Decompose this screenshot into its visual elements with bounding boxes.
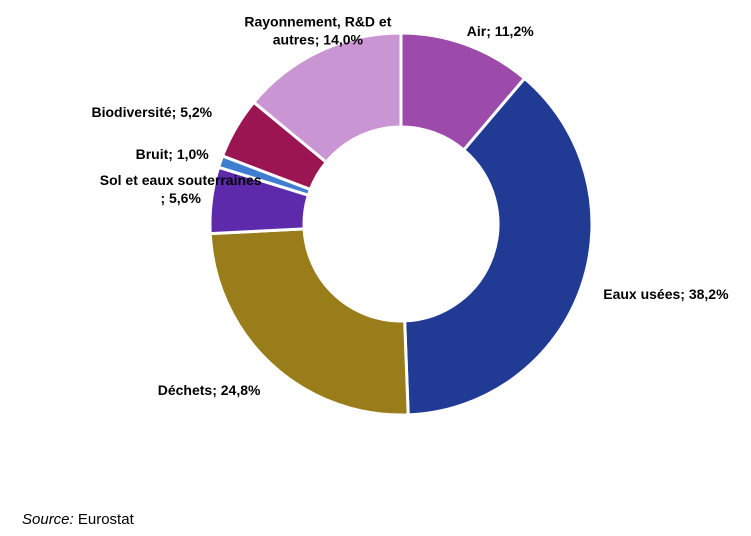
slice-label: Sol et eaux souterraines ; 5,6% <box>100 172 262 206</box>
slice-label-line: Air; 11,2% <box>467 23 534 39</box>
donut-slice <box>251 31 403 165</box>
slice-label-line: Déchets; 24,8% <box>158 382 261 398</box>
slice-label: Eaux usées; 38,2% <box>603 286 729 302</box>
slice-label-line: ; 5,6% <box>160 190 201 206</box>
slice-label: Bruit; 1,0% <box>136 146 210 162</box>
source-note: Source: Eurostat <box>22 511 134 528</box>
slice-label: Air; 11,2% <box>467 23 534 39</box>
slice-label: Déchets; 24,8% <box>158 382 261 398</box>
slice-label-line: Sol et eaux souterraines <box>100 172 262 188</box>
slice-label-line: Rayonnement, R&D et <box>244 13 391 29</box>
slice-label-line: Bruit; 1,0% <box>136 146 210 162</box>
source-text: Eurostat <box>73 511 134 528</box>
source-prefix: Source: <box>22 511 74 528</box>
slice-label-line: Biodiversité; 5,2% <box>92 104 213 120</box>
donut-slice <box>208 227 410 417</box>
slice-labels: Air; 11,2% Eaux usées; 38,2% Déchets; 24,8… <box>92 13 730 397</box>
slice-label: Rayonnement, R&D et autres; 14,0% <box>244 13 391 47</box>
slice-label-line: autres; 14,0% <box>273 31 364 47</box>
slice-label: Biodiversité; 5,2% <box>92 104 213 120</box>
donut-slices <box>208 31 594 417</box>
slice-label-line: Eaux usées; 38,2% <box>603 286 729 302</box>
donut-slice <box>403 76 594 417</box>
